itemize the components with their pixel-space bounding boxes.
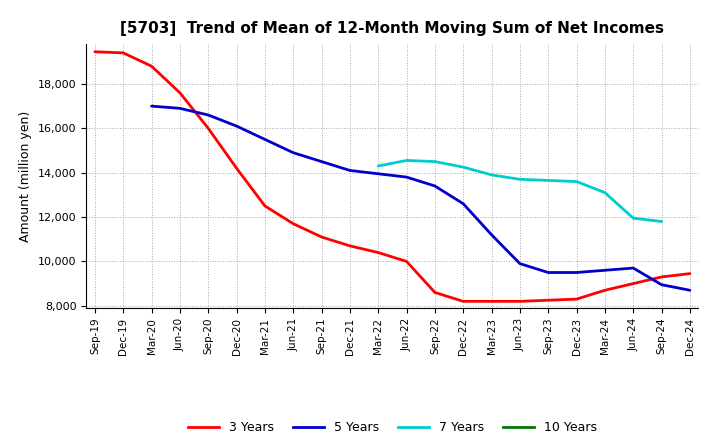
5 Years <box>148 103 156 109</box>
3 Years <box>431 290 439 295</box>
Y-axis label: Amount (million yen): Amount (million yen) <box>19 110 32 242</box>
3 Years <box>572 297 581 302</box>
5 Years <box>346 168 354 173</box>
7 Years <box>402 158 411 163</box>
5 Years <box>318 159 326 164</box>
3 Years <box>91 49 99 55</box>
3 Years <box>148 63 156 69</box>
5 Years <box>657 282 666 287</box>
7 Years <box>544 178 552 183</box>
5 Years <box>685 288 694 293</box>
3 Years <box>119 50 127 55</box>
5 Years <box>374 171 382 176</box>
7 Years <box>657 219 666 224</box>
5 Years <box>431 183 439 189</box>
Line: 5 Years: 5 Years <box>152 106 690 290</box>
7 Years <box>374 163 382 169</box>
7 Years <box>431 159 439 164</box>
3 Years <box>176 90 184 95</box>
3 Years <box>487 299 496 304</box>
5 Years <box>261 137 269 142</box>
Legend: 3 Years, 5 Years, 7 Years, 10 Years: 3 Years, 5 Years, 7 Years, 10 Years <box>183 416 602 439</box>
7 Years <box>487 172 496 177</box>
5 Years <box>402 175 411 180</box>
5 Years <box>487 232 496 238</box>
3 Years <box>289 221 297 226</box>
7 Years <box>600 190 609 195</box>
Title: [5703]  Trend of Mean of 12-Month Moving Sum of Net Incomes: [5703] Trend of Mean of 12-Month Moving … <box>120 21 665 36</box>
3 Years <box>318 235 326 240</box>
3 Years <box>544 297 552 303</box>
3 Years <box>204 126 212 131</box>
3 Years <box>600 288 609 293</box>
7 Years <box>629 216 637 221</box>
3 Years <box>233 165 241 171</box>
7 Years <box>516 177 524 182</box>
5 Years <box>289 150 297 155</box>
3 Years <box>516 299 524 304</box>
7 Years <box>459 165 467 170</box>
5 Years <box>459 201 467 206</box>
3 Years <box>685 271 694 276</box>
3 Years <box>374 250 382 255</box>
3 Years <box>657 274 666 279</box>
Line: 3 Years: 3 Years <box>95 52 690 301</box>
Line: 7 Years: 7 Years <box>378 161 662 221</box>
5 Years <box>572 270 581 275</box>
5 Years <box>544 270 552 275</box>
5 Years <box>600 268 609 273</box>
5 Years <box>516 261 524 266</box>
3 Years <box>629 281 637 286</box>
5 Years <box>176 106 184 111</box>
5 Years <box>629 265 637 271</box>
7 Years <box>572 179 581 184</box>
3 Years <box>261 203 269 209</box>
5 Years <box>233 124 241 129</box>
3 Years <box>346 243 354 249</box>
5 Years <box>204 112 212 117</box>
3 Years <box>459 299 467 304</box>
3 Years <box>402 259 411 264</box>
